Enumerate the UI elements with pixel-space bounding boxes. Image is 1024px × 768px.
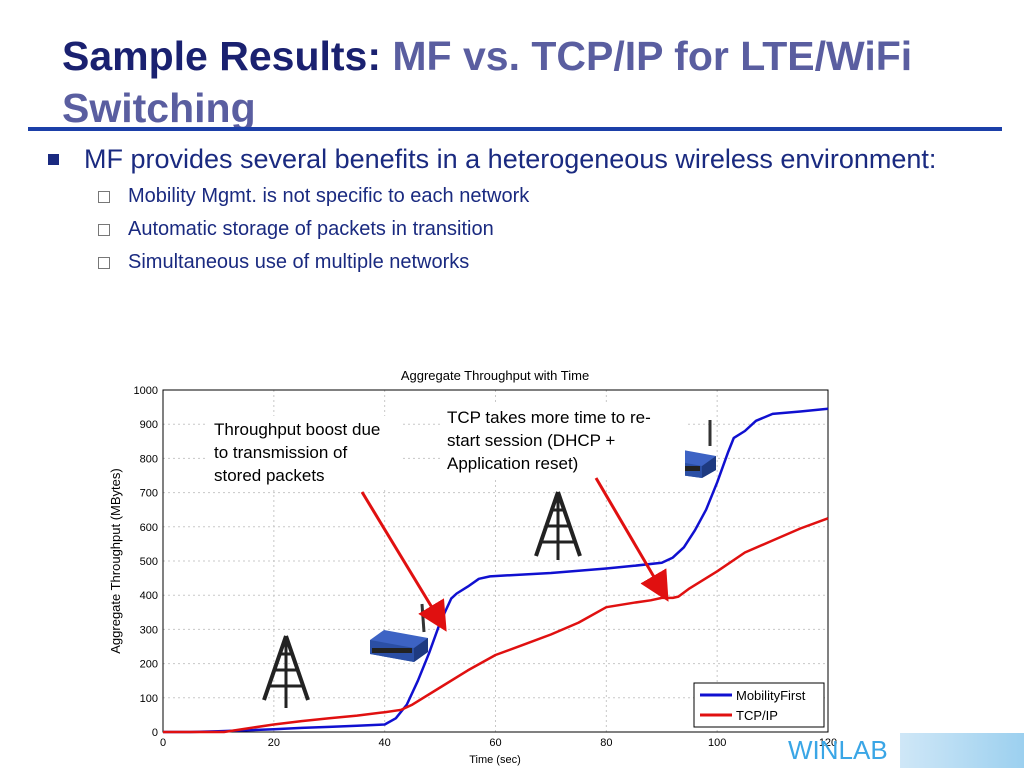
y-tick-label: 200	[140, 659, 158, 671]
x-tick-label: 80	[600, 737, 612, 749]
title-part1: Sample Results:	[62, 33, 381, 79]
annotation-tcp-restart: TCP takes more time to re-start session …	[441, 404, 685, 477]
title-part2: MF vs. TCP/IP for LTE/WiFi Switching	[62, 33, 913, 131]
checkbox-bullet-icon	[98, 224, 110, 236]
plot-frame	[162, 389, 829, 733]
sub-bullet-text: Mobility Mgmt. is not specific to each n…	[128, 185, 530, 207]
sub-bullet-text: Simultaneous use of multiple networks	[128, 251, 470, 273]
chart-series	[163, 407, 829, 734]
series-line-tcp-ip	[163, 517, 829, 734]
x-tick-label: 0	[160, 737, 166, 749]
x-tick-label: 100	[708, 737, 726, 749]
y-axis-label: Aggregate Throughput (MBytes)	[108, 468, 123, 653]
legend-label-mobilityfirst: MobilityFirst	[736, 688, 806, 703]
bullet-main: MF provides several benefits in a hetero…	[48, 142, 948, 176]
annotation-arrow	[360, 491, 447, 632]
x-tick-label: 120	[819, 737, 837, 749]
y-tick-label: 1000	[134, 385, 158, 397]
winlab-logo: WINLAB	[788, 735, 888, 765]
y-tick-label: 500	[140, 556, 158, 568]
x-tick-label: 20	[268, 737, 280, 749]
checkbox-bullet-icon	[98, 191, 110, 203]
x-tick-label: 60	[489, 737, 501, 749]
y-tick-label: 900	[140, 419, 158, 431]
sub-bullet-text: Automatic storage of packets in transiti…	[128, 218, 494, 240]
bullet-list: MF provides several benefits in a hetero…	[48, 142, 948, 279]
slide-title: Sample Results: MF vs. TCP/IP for LTE/Wi…	[62, 30, 962, 134]
y-tick-label: 400	[140, 590, 158, 602]
sub-bullet: Automatic storage of packets in transiti…	[48, 213, 948, 246]
legend-label-tcpip: TCP/IP	[736, 708, 778, 723]
bullet-main-text: MF provides several benefits in a hetero…	[84, 144, 937, 174]
chart-legend: MobilityFirst TCP/IP	[693, 682, 825, 728]
axis-ticks: 0 20 40 60 80 100 120 0 100 200 300 400 500 600 700 800…	[134, 385, 838, 749]
cell-tower-icon	[534, 491, 582, 560]
wifi-router-icon	[370, 603, 428, 662]
y-tick-label: 0	[152, 727, 158, 739]
sub-bullet: Mobility Mgmt. is not specific to each n…	[48, 180, 948, 213]
y-tick-label: 600	[140, 522, 158, 534]
logo-wave-bar	[900, 733, 1024, 768]
y-tick-label: 700	[140, 488, 158, 500]
x-axis-label: Time (sec)	[469, 754, 521, 766]
title-underline	[28, 127, 1002, 131]
checkbox-bullet-icon	[98, 257, 110, 269]
sub-bullet: Simultaneous use of multiple networks	[48, 246, 948, 279]
y-tick-label: 800	[140, 453, 158, 465]
chart-title: Aggregate Throughput with Time	[401, 368, 589, 383]
annotation-throughput-boost: Throughput boost due to transmission of …	[208, 416, 400, 489]
x-tick-label: 40	[379, 737, 391, 749]
y-tick-label: 300	[140, 624, 158, 636]
annotation-arrow	[594, 477, 669, 602]
square-bullet-icon	[48, 154, 59, 165]
y-tick-label: 100	[140, 693, 158, 705]
series-line-mobilityfirst	[163, 407, 829, 734]
cell-tower-icon	[262, 635, 310, 708]
